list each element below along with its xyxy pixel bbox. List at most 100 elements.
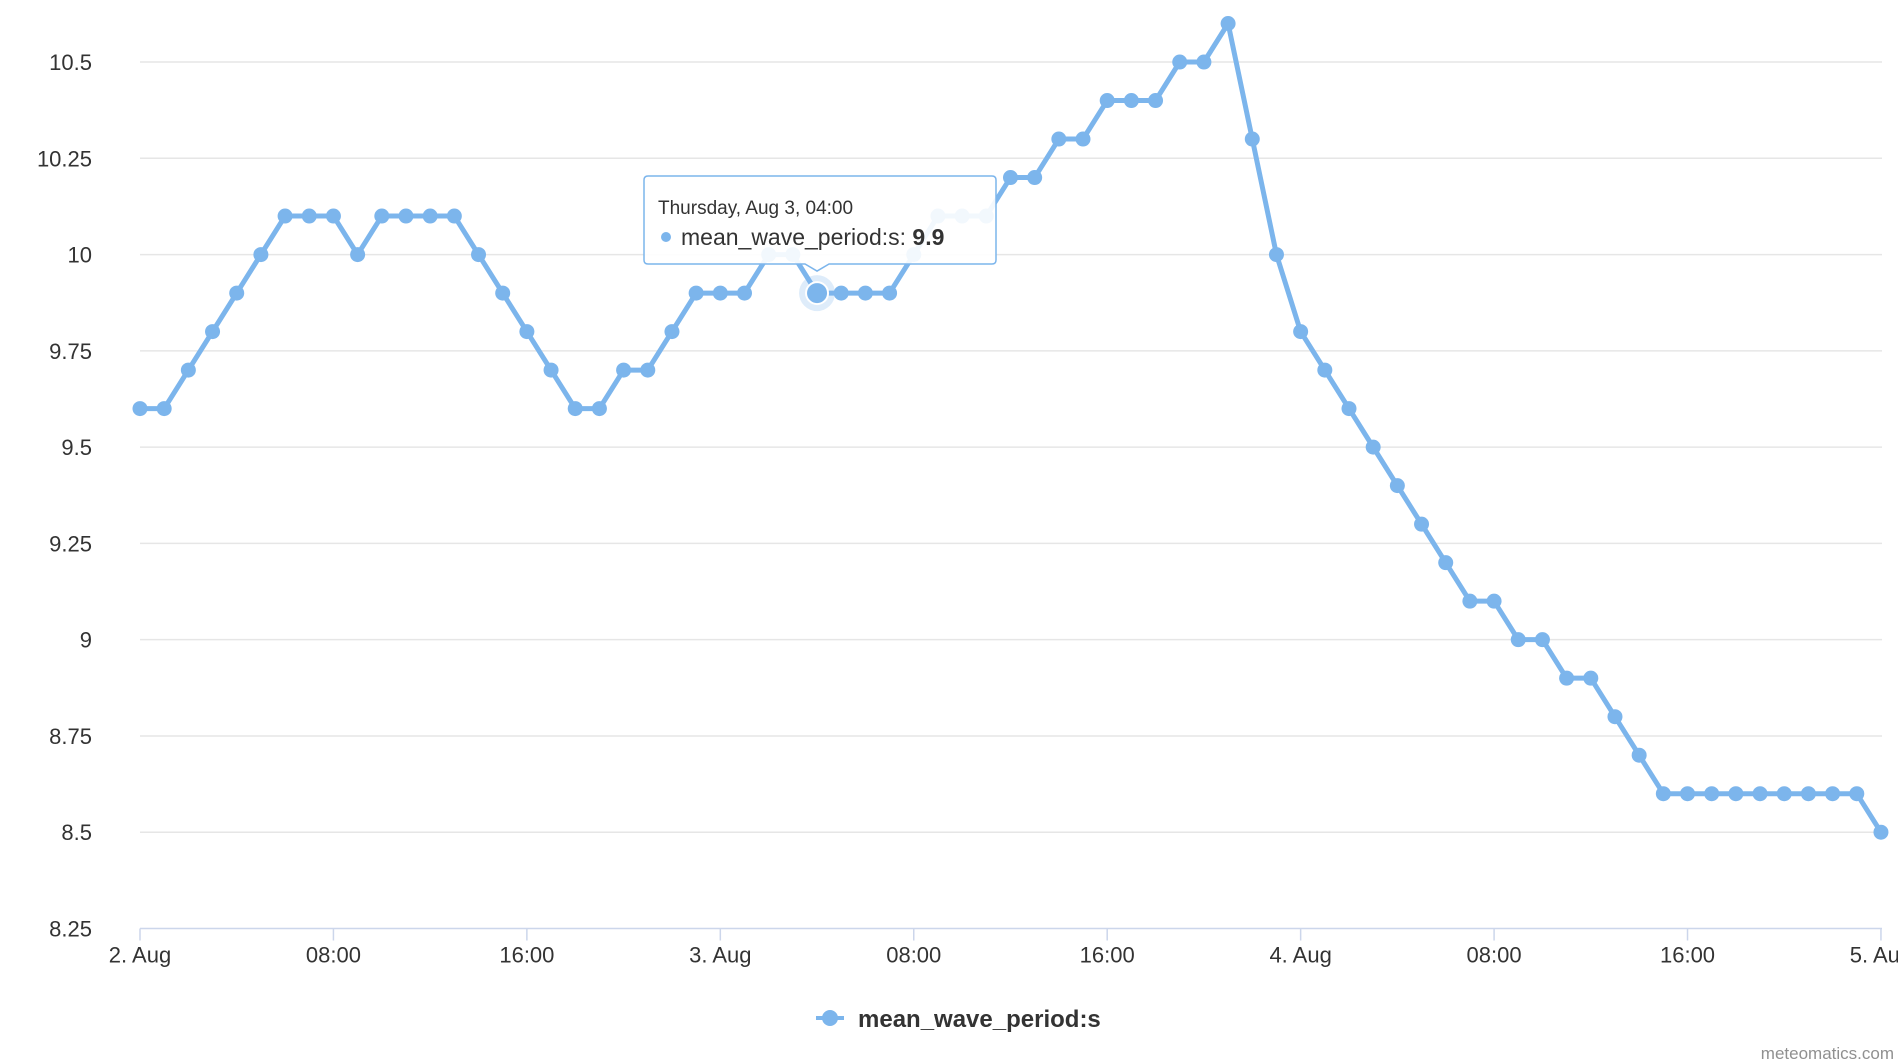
tooltip: Thursday, Aug 3, 04:00 mean_wave_period:… <box>643 175 997 272</box>
data-point[interactable] <box>1825 786 1841 802</box>
data-point[interactable] <box>301 208 317 224</box>
data-point[interactable] <box>882 285 898 301</box>
y-tick-label: 9.25 <box>49 531 92 556</box>
data-point[interactable] <box>1728 786 1744 802</box>
tooltip-series-line: mean_wave_period:s: 9.9 <box>681 224 944 250</box>
data-point[interactable] <box>664 324 680 340</box>
x-tick-label: 2. Aug <box>109 943 171 968</box>
data-point[interactable] <box>1655 786 1671 802</box>
data-point[interactable] <box>374 208 390 224</box>
tooltip-box <box>643 175 997 272</box>
y-tick-label: 9.5 <box>61 435 92 460</box>
data-point[interactable] <box>857 285 873 301</box>
x-tick-label: 16:00 <box>499 943 554 968</box>
data-point[interactable] <box>1849 786 1865 802</box>
legend[interactable]: mean_wave_period:s <box>816 1006 1101 1033</box>
data-point[interactable] <box>398 208 414 224</box>
tooltip-value: 9.9 <box>912 224 944 250</box>
data-point[interactable] <box>1414 516 1430 532</box>
data-point[interactable] <box>1680 786 1696 802</box>
data-point[interactable] <box>1220 16 1236 31</box>
y-axis: 8.25 8.5 8.75 9 9.25 9.5 9.75 10 10.25 10.5 <box>37 50 92 941</box>
x-tick-label: 16:00 <box>1660 943 1715 968</box>
data-point[interactable] <box>350 247 366 263</box>
data-point[interactable] <box>132 401 148 417</box>
data-point[interactable] <box>1631 747 1647 763</box>
data-point[interactable] <box>1172 54 1188 70</box>
data-point[interactable] <box>1776 786 1792 802</box>
x-tick-label: 08:00 <box>306 943 361 968</box>
x-tick-label: 08:00 <box>1467 943 1522 968</box>
hover-marker[interactable] <box>799 275 836 312</box>
data-point[interactable] <box>205 324 221 340</box>
data-point[interactable] <box>1123 93 1139 109</box>
data-point[interactable] <box>712 285 728 301</box>
data-point[interactable] <box>1027 170 1043 186</box>
data-point[interactable] <box>422 208 438 224</box>
data-point[interactable] <box>1365 439 1381 455</box>
data-point[interactable] <box>1051 131 1067 147</box>
data-point[interactable] <box>1800 786 1816 802</box>
data-point[interactable] <box>640 362 656 378</box>
data-point[interactable] <box>229 285 245 301</box>
tooltip-series-label: mean_wave_period:s: <box>681 224 906 250</box>
tooltip-header: Thursday, Aug 3, 04:00 <box>658 198 853 219</box>
data-point[interactable] <box>1268 247 1284 263</box>
data-point[interactable] <box>1583 670 1599 686</box>
data-point[interactable] <box>1534 632 1550 648</box>
y-tick-label: 9 <box>80 628 92 653</box>
series-line <box>137 21 1884 835</box>
data-point[interactable] <box>1559 670 1575 686</box>
x-tick-label: 5. Aug <box>1850 943 1898 968</box>
y-tick-label: 8.25 <box>49 917 92 942</box>
legend-series-name[interactable]: mean_wave_period:s <box>858 1006 1101 1033</box>
data-point[interactable] <box>1510 632 1526 648</box>
data-point[interactable] <box>1873 824 1889 840</box>
data-point[interactable] <box>277 208 293 224</box>
y-tick-label: 9.75 <box>49 339 92 364</box>
series-plot <box>132 16 1889 840</box>
data-point[interactable] <box>1438 555 1454 571</box>
data-point[interactable] <box>519 324 535 340</box>
legend-marker-symbol <box>822 1010 838 1026</box>
data-point[interactable] <box>833 285 849 301</box>
data-point[interactable] <box>1607 709 1623 725</box>
data-point[interactable] <box>1099 93 1115 109</box>
x-tick-label: 3. Aug <box>689 943 751 968</box>
data-point[interactable] <box>688 285 704 301</box>
data-point[interactable] <box>616 362 632 378</box>
grid-lines <box>140 61 1882 833</box>
data-point[interactable] <box>180 362 196 378</box>
x-tick-label: 08:00 <box>886 943 941 968</box>
data-point[interactable] <box>1704 786 1720 802</box>
data-point[interactable] <box>737 285 752 301</box>
data-point[interactable] <box>495 285 511 301</box>
x-tick-label: 4. Aug <box>1269 943 1331 968</box>
data-point[interactable] <box>1317 362 1333 378</box>
y-tick-label: 10 <box>68 243 92 268</box>
data-point[interactable] <box>1341 401 1357 417</box>
data-point[interactable] <box>446 208 462 224</box>
credits-label[interactable]: meteomatics.com <box>1761 1044 1894 1063</box>
y-tick-label: 8.5 <box>61 820 92 845</box>
data-point[interactable] <box>1244 131 1260 147</box>
data-point[interactable] <box>591 401 607 417</box>
data-point[interactable] <box>1148 93 1164 109</box>
hovered-data-point[interactable] <box>805 281 830 306</box>
data-point[interactable] <box>1002 170 1018 186</box>
data-point[interactable] <box>1462 593 1478 609</box>
data-point[interactable] <box>543 362 559 378</box>
data-point[interactable] <box>1075 131 1091 147</box>
data-point[interactable] <box>1486 593 1502 609</box>
data-point[interactable] <box>471 247 487 263</box>
data-point[interactable] <box>253 247 269 263</box>
data-point[interactable] <box>1293 324 1309 340</box>
data-point[interactable] <box>156 401 172 417</box>
data-point[interactable] <box>1752 786 1768 802</box>
data-point[interactable] <box>325 208 341 224</box>
data-point[interactable] <box>1389 478 1405 494</box>
data-point[interactable] <box>567 401 583 417</box>
x-axis: 2. Aug 08:00 16:00 3. Aug 08:00 16:00 4. Aug 08… <box>109 927 1898 968</box>
data-point[interactable] <box>1196 54 1212 70</box>
